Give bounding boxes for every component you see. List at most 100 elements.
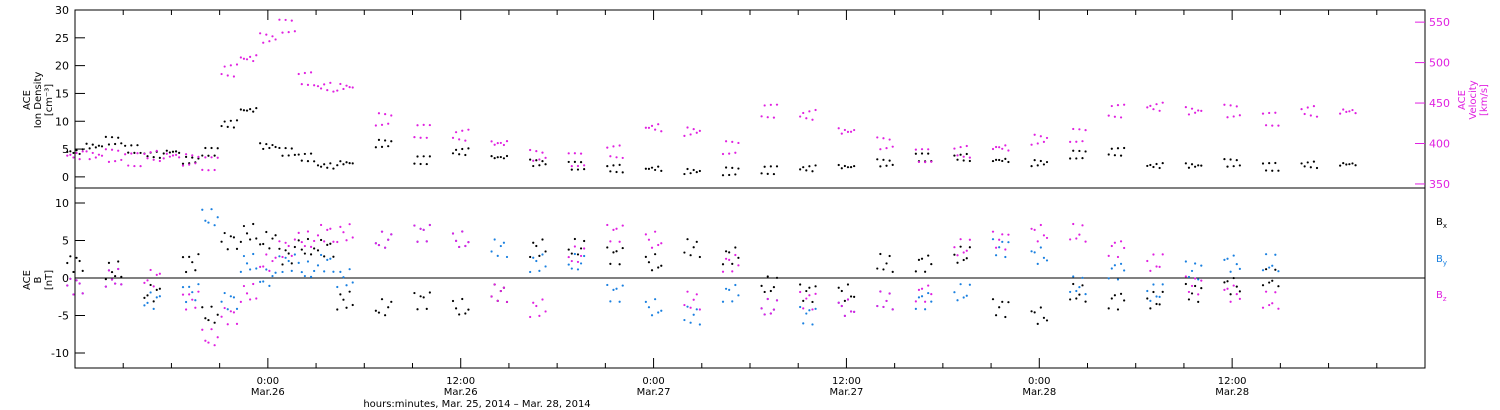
- b-point: [274, 234, 277, 237]
- b-point: [647, 261, 651, 264]
- b-point: [914, 307, 917, 310]
- density-point: [210, 146, 213, 150]
- b-point: [1036, 240, 1039, 243]
- b-point: [802, 322, 805, 325]
- density-point: [840, 167, 843, 170]
- b-point: [454, 239, 458, 242]
- b-point: [1081, 284, 1084, 287]
- b-point: [1158, 265, 1161, 268]
- b-point: [618, 263, 621, 266]
- b-point: [529, 255, 532, 259]
- b-point: [81, 269, 84, 272]
- velocity-axis-title-line: Velocity: [1468, 80, 1479, 119]
- b-point: [657, 311, 660, 314]
- x-tick-label-time: 0:00: [257, 376, 279, 387]
- b-point: [837, 286, 840, 289]
- density-point: [213, 154, 216, 157]
- b-point: [213, 321, 216, 324]
- b-point: [1268, 303, 1271, 307]
- b-point: [1184, 275, 1187, 278]
- b-point: [1030, 250, 1033, 253]
- b-point: [268, 269, 271, 272]
- b-point: [152, 285, 155, 288]
- velocity-point: [1303, 112, 1306, 116]
- b-point: [329, 242, 332, 245]
- b-point: [413, 224, 416, 227]
- b-point: [808, 286, 811, 289]
- b-point: [885, 299, 888, 303]
- b-point: [213, 344, 216, 347]
- b-point: [930, 300, 933, 303]
- b-point: [734, 283, 737, 287]
- b-point: [606, 223, 609, 227]
- velocity-point: [413, 136, 416, 139]
- b-point: [323, 240, 326, 243]
- density-point: [1007, 160, 1010, 164]
- b-point: [1184, 260, 1187, 263]
- density-point: [882, 158, 885, 161]
- density-point: [962, 159, 965, 162]
- b-point: [184, 300, 188, 304]
- b-point: [1042, 256, 1046, 259]
- b-point: [1229, 270, 1232, 273]
- velocity-point: [1110, 104, 1113, 108]
- density-point: [1315, 166, 1319, 170]
- b-point: [207, 318, 210, 322]
- density-point: [775, 165, 779, 168]
- velocity-point: [390, 114, 393, 117]
- b-point: [271, 274, 274, 278]
- b-point: [345, 284, 348, 287]
- velocity-point: [505, 140, 509, 143]
- b-point: [998, 306, 1001, 309]
- b-point: [143, 281, 146, 284]
- b-point: [287, 259, 290, 263]
- b-point: [201, 208, 204, 211]
- density-point: [107, 143, 111, 146]
- velocity-point: [81, 150, 84, 153]
- velocity-point: [930, 160, 933, 163]
- b-point: [606, 246, 609, 249]
- b-point: [155, 273, 158, 277]
- b-point: [1042, 316, 1046, 319]
- b-point: [75, 279, 78, 282]
- b-point: [268, 284, 271, 287]
- velocity-point: [290, 19, 293, 22]
- b-point: [114, 282, 117, 285]
- b-point: [284, 256, 287, 259]
- velocity-point: [110, 148, 114, 151]
- density-point: [316, 164, 320, 167]
- velocity-point: [458, 138, 461, 141]
- b-point: [428, 291, 431, 294]
- density-point: [204, 146, 207, 150]
- b-point: [502, 286, 506, 289]
- velocity-point: [265, 33, 268, 36]
- b-point: [579, 254, 583, 258]
- b-point: [1119, 240, 1123, 243]
- density-point: [811, 170, 814, 173]
- b-point: [1084, 240, 1087, 243]
- velocity-point: [544, 156, 547, 159]
- b-point: [1123, 299, 1126, 302]
- b-point: [953, 253, 956, 256]
- velocity-point: [541, 151, 544, 154]
- b-point: [1072, 282, 1075, 286]
- b-point: [348, 290, 351, 293]
- b-point: [303, 252, 306, 255]
- b-point: [216, 313, 219, 316]
- velocity-point: [284, 18, 287, 22]
- b-point: [879, 252, 882, 256]
- velocity-point: [808, 110, 811, 113]
- velocity-point: [216, 156, 219, 159]
- velocity-point: [416, 124, 419, 127]
- density-point: [139, 151, 142, 155]
- b-point: [1161, 253, 1164, 256]
- b-point: [799, 290, 802, 294]
- x-tick-label-date: Mar.27: [637, 387, 671, 398]
- b-point: [309, 275, 313, 279]
- b-point: [1004, 248, 1007, 251]
- b-point: [464, 312, 467, 315]
- b-point: [226, 248, 229, 251]
- b-point: [204, 339, 207, 342]
- b-point: [654, 253, 657, 256]
- density-point: [78, 152, 81, 156]
